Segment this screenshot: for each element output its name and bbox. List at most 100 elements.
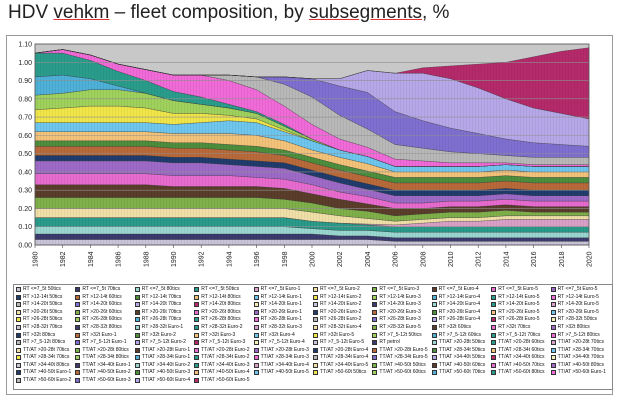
title-word-subsegments: subsegments (308, 2, 422, 23)
legend-item: TT/AT >40-50t Euro-3 (134, 369, 194, 377)
legend-item: RT >7_5-12t 80tics (16, 339, 75, 347)
area-hatch (35, 146, 589, 191)
legend-swatch (313, 340, 318, 346)
legend-swatch (491, 287, 497, 293)
legend-item: TT/AT >20-28t Euro-2 (194, 346, 253, 354)
legend-item: RT petrol (372, 339, 431, 347)
legend-item: RT >20-26t 70tics (134, 309, 194, 317)
legend-item: RT >32t Euro-1 (75, 331, 134, 339)
legend-item: TT/AT >34-40t Euro-1 (75, 361, 134, 369)
area-hatch (35, 184, 589, 216)
legend-label: TT/AT >28-34t 70tics (557, 346, 604, 353)
x-tick-label: 2020 (587, 251, 594, 267)
legend-item: RT >12-14t 50tics (16, 294, 75, 302)
legend-label: TT/AT >20-28t Euro-2 (201, 346, 250, 353)
legend-swatch (194, 370, 200, 376)
legend-swatch (313, 325, 318, 330)
legend-swatch (550, 287, 556, 293)
legend-item: TT/AT >34-40t 50tics (431, 354, 491, 362)
legend-label: RT >12-14t Euro-5 (498, 293, 540, 300)
legend-label: TT/AT >28-34t Euro-1 (141, 354, 191, 361)
area-hatch (35, 160, 589, 203)
legend-item: RT >32t 80tics (16, 331, 75, 339)
legend-swatch (16, 332, 21, 338)
legend-swatch (431, 309, 437, 315)
legend-label: TT/AT >28-34t 60tics (498, 346, 545, 353)
legend-label: RT >26-28t 80tics (201, 316, 241, 323)
legend-item: TT/AT >28-34t 60tics (491, 346, 550, 354)
legend-label: RT >12-14t 70tics (141, 293, 182, 300)
area-hatch (35, 234, 589, 242)
legend-label: RT <=7_5t 50tics (201, 286, 240, 293)
x-tick-label: 1986 (116, 251, 123, 267)
legend-label: RT >26-28t Euro-4 (438, 316, 481, 323)
legend-label: RT >14-20t Euro-4 (438, 301, 481, 308)
x-tick-label: 1984 (88, 251, 95, 267)
legend-swatch (75, 302, 81, 308)
legend-swatch (194, 294, 200, 300)
legend-label: RT >32t Euro-3 (201, 331, 236, 338)
legend-swatch (491, 294, 497, 300)
legend-item: RT <=7_5t Euro-5 (550, 286, 610, 294)
legend-swatch (75, 362, 81, 368)
legend-label: RT >20-26t Euro-1 (260, 308, 302, 315)
legend-label: RT >14-20t 50tics (23, 301, 63, 308)
y-tick-label: 0.20 (18, 206, 32, 213)
legend-label: RT >12-14t Euro-3 (379, 293, 421, 300)
legend-item: TT/AT >20-28t 60tics (491, 339, 550, 347)
legend-swatch (194, 355, 200, 361)
legend-swatch (134, 325, 140, 330)
legend-swatch (431, 317, 437, 323)
legend-swatch (134, 287, 140, 293)
legend-swatch (372, 340, 378, 346)
title-prefix: HDV (8, 2, 54, 23)
area-hatch (35, 49, 589, 165)
legend-swatch (75, 309, 81, 315)
legend-label: RT >20-26t Euro-3 (379, 308, 421, 315)
legend-item: RT >12-14t Euro-2 (313, 294, 372, 302)
area-hatch (35, 49, 589, 167)
legend-label: RT >20-26t 80tics (201, 308, 241, 315)
legend-swatch (431, 347, 437, 353)
legend-label: RT >12-14t 50tics (23, 293, 63, 300)
legend-swatch (372, 370, 378, 376)
legend-item: TT/AT >28-34t 80tics (75, 354, 134, 362)
legend-item: TT/AT >50-60t 60tics (372, 369, 431, 377)
legend-item: TT/AT >50-60t Euro-1 (550, 369, 610, 377)
legend-swatch (134, 317, 140, 323)
area-hatch (35, 208, 589, 225)
legend-label: RT <=7_5t 50tics (23, 286, 61, 293)
legend-swatch (372, 294, 378, 300)
legend-item: RT >28-32t Euro-1 (134, 324, 194, 332)
legend-swatch (75, 317, 81, 323)
legend-label: RT >32t 70tics (498, 324, 531, 330)
legend-swatch (75, 332, 81, 338)
legend-label: RT >26-28t 60tics (82, 316, 122, 323)
legend-item: RT >26-28t Euro-5 (491, 316, 550, 324)
x-tick-label: 1998 (282, 251, 289, 267)
legend-item: RT >32t Euro-3 (194, 331, 253, 339)
legend-label: RT >7_5-12t Euro-2 (141, 339, 186, 346)
legend-item: RT <=7_5t Euro-3 (372, 286, 431, 294)
area-hatch (35, 49, 589, 147)
legend-swatch (491, 355, 497, 361)
legend-label: TT/AT >28-34t Euro-2 (201, 354, 250, 361)
area-hatch (35, 217, 589, 233)
legend-swatch (194, 377, 200, 383)
legend-label: RT >14-20t 70tics (141, 301, 182, 308)
legend-item: RT >7_5-12t 70tics (491, 331, 550, 339)
legend-swatch (491, 325, 497, 330)
legend-item: RT >12-14t Euro-5 (491, 294, 550, 302)
x-tick-label: 2014 (503, 251, 510, 267)
legend-item: TT/AT >40-50t Euro-5 (253, 369, 313, 377)
area-hatch (35, 197, 589, 222)
legend-item: RT >32t Euro-4 (253, 331, 313, 339)
legend-swatch (313, 302, 318, 308)
area-hatch (35, 140, 589, 183)
legend-item: RT >7_5-12t Euro-5 (313, 339, 372, 347)
x-tick-label: 2008 (420, 251, 427, 267)
legend-swatch (431, 287, 437, 293)
legend-swatch (431, 340, 437, 346)
legend-item: RT >32t Euro-2 (134, 331, 194, 339)
legend-item: TT/AT >28-34t Euro-2 (194, 354, 253, 362)
